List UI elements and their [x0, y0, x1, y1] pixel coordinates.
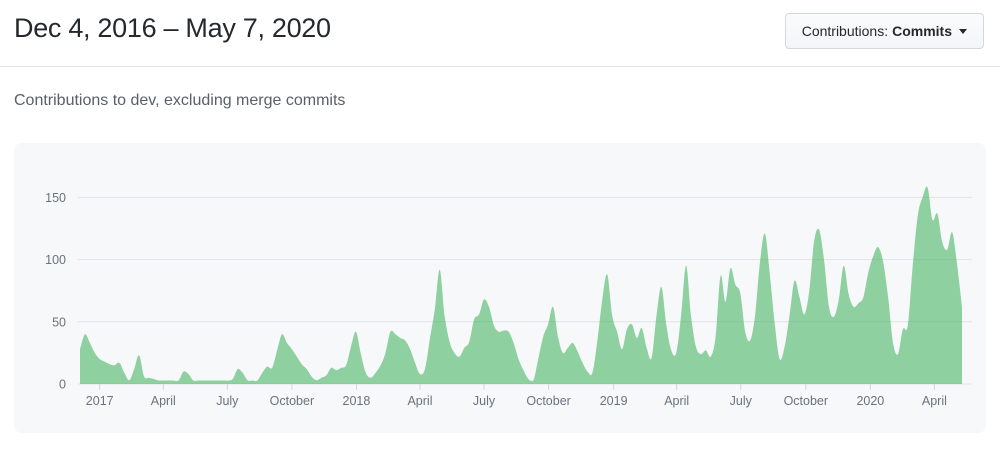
y-axis-label: 100: [45, 253, 66, 267]
contributions-area-chart: 0 50 100 150 2017 April July October 2018 April Ju…: [45, 186, 972, 408]
chart-card: 0 50 100 150 2017 April July October 2018 April Ju…: [14, 143, 986, 433]
contributions-dropdown-value: Commits: [892, 23, 952, 39]
x-axis-label: April: [151, 394, 176, 408]
x-axis-label: July: [730, 394, 753, 408]
contributions-dropdown-label: Contributions:: [801, 23, 889, 39]
x-axis-label: April: [922, 394, 947, 408]
x-axis-label: April: [407, 394, 432, 408]
page-title: Dec 4, 2016 – May 7, 2020: [14, 13, 331, 43]
y-axis-label: 50: [52, 315, 66, 329]
chart-subtitle: Contributions to dev, excluding merge co…: [14, 92, 346, 109]
x-axis-label: April: [664, 394, 689, 408]
y-axis-label: 0: [59, 378, 66, 392]
header-divider: [0, 66, 1000, 67]
x-axis-label: 2017: [86, 394, 114, 408]
x-axis-label: 2018: [343, 394, 371, 408]
x-axis-label: 2019: [600, 394, 628, 408]
contributions-dropdown-button[interactable]: Contributions: Commits: [784, 13, 984, 49]
caret-down-icon: [959, 28, 967, 34]
x-axis-label: October: [526, 394, 570, 408]
x-axis-label: October: [784, 394, 828, 408]
y-axis-label: 150: [45, 191, 66, 205]
x-axis-label: October: [270, 394, 314, 408]
x-axis-label: 2020: [856, 394, 884, 408]
x-axis-label: July: [216, 394, 239, 408]
commits-area-series: [80, 186, 962, 384]
x-axis-label: July: [473, 394, 496, 408]
